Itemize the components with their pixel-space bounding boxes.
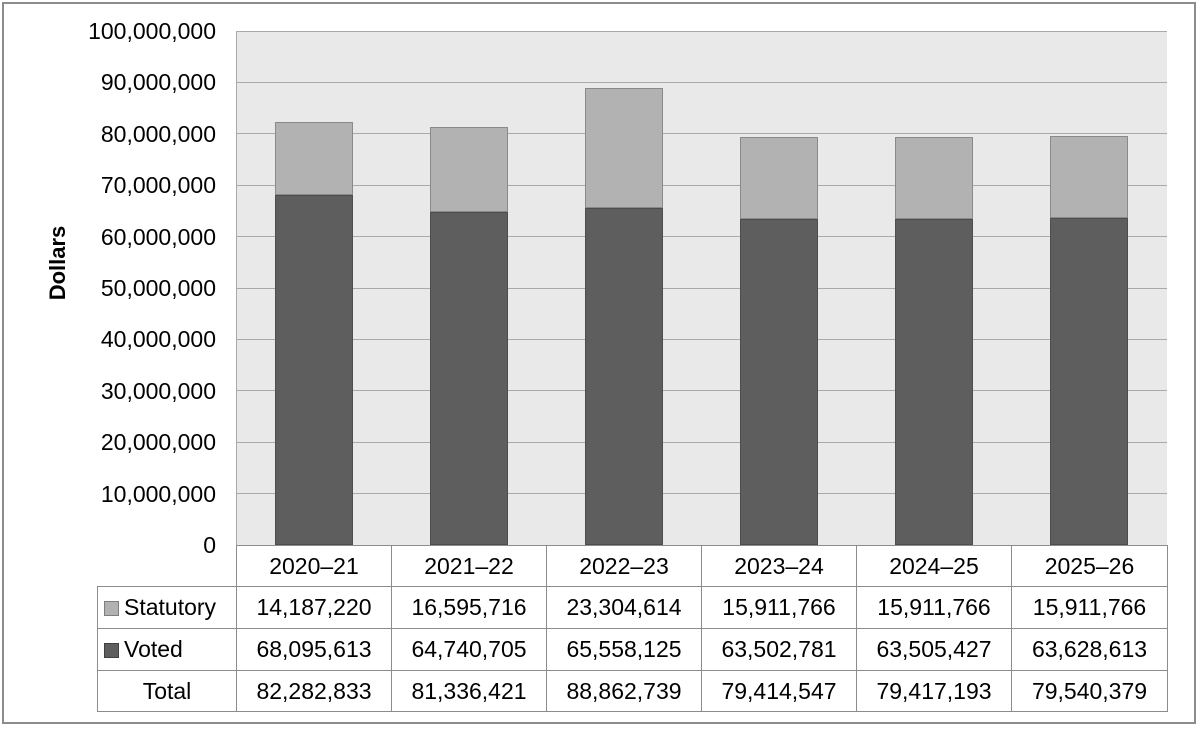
year-header-cell: 2020–21 [236,545,392,587]
y-tick-label: 0 [203,532,216,558]
year-header-cell: 2021–22 [391,545,547,587]
value-cell: 16,595,716 [391,586,547,629]
value-cell: 82,282,833 [236,670,392,712]
y-tick-label: 70,000,000 [100,172,216,199]
gridline [236,81,1167,83]
y-tick-label: 100,000,000 [88,18,216,44]
year-header-cell: 2024–25 [856,545,1012,587]
value-cell: 63,628,613 [1011,628,1168,671]
bar-segment-statutory [1050,136,1129,218]
gridline [236,390,1167,392]
bar-segment-statutory [274,122,353,195]
value-cell: 79,540,379 [1011,670,1168,712]
bar-segment-statutory [584,88,663,209]
value-cell: 15,911,766 [856,586,1012,629]
bar-segment-statutory [895,136,974,219]
value-cell: 79,417,193 [856,670,1012,712]
value-cell: 81,336,421 [391,670,547,712]
value-cell: 68,095,613 [236,628,392,671]
value-cell: 63,505,427 [856,628,1012,671]
data-table: 2020–21 2021–22 2022–23 2023–24 2024–25 2025–… [97,545,1168,712]
value-cell: 88,862,739 [546,670,702,712]
value-cell: 64,740,705 [391,628,547,671]
value-cell: 79,414,547 [701,670,857,712]
y-tick-label: 60,000,000 [100,223,216,250]
legend-swatch-statutory-icon [104,601,119,616]
bar-segment-voted [584,208,663,545]
row-label-cell: Voted [97,628,237,671]
legend-swatch-voted-icon [104,643,119,658]
value-cell: 63,502,781 [701,628,857,671]
gridline [236,30,1167,32]
value-cell: 15,911,766 [1011,586,1168,629]
bar-segment-voted [1050,217,1129,545]
year-header-cell: 2025–26 [1011,545,1168,587]
gridline [236,493,1167,495]
y-axis-line [236,31,237,545]
row-label-cell: Total [97,670,237,712]
year-header-cell: 2023–24 [701,545,857,587]
bar-segment-statutory [429,126,508,213]
bar-segment-voted [740,218,819,545]
y-tick-label: 30,000,000 [100,377,216,404]
value-cell: 23,304,614 [546,586,702,629]
value-cell: 65,558,125 [546,628,702,671]
gridline [236,236,1167,238]
y-tick-label: 20,000,000 [100,429,216,456]
y-tick-label: 80,000,000 [100,120,216,147]
y-tick-label: 40,000,000 [100,326,216,353]
year-header-cell: 2022–23 [546,545,702,587]
value-cell: 14,187,220 [236,586,392,629]
row-label-cell: Statutory [97,586,237,629]
value-cell: 15,911,766 [701,586,857,629]
gridline [236,184,1167,186]
bar-segment-voted [274,194,353,545]
bar-segment-statutory [740,136,819,219]
gridline [236,338,1167,340]
bar-segment-voted [429,212,508,545]
y-tick-label: 10,000,000 [100,480,216,507]
gridline [236,287,1167,289]
table-corner-cell [98,546,237,587]
y-tick-label: 90,000,000 [100,69,216,96]
plot-area [236,30,1167,545]
y-tick-label: 50,000,000 [100,275,216,301]
gridline [236,133,1167,135]
gridline [236,441,1167,443]
bar-segment-voted [895,218,974,545]
